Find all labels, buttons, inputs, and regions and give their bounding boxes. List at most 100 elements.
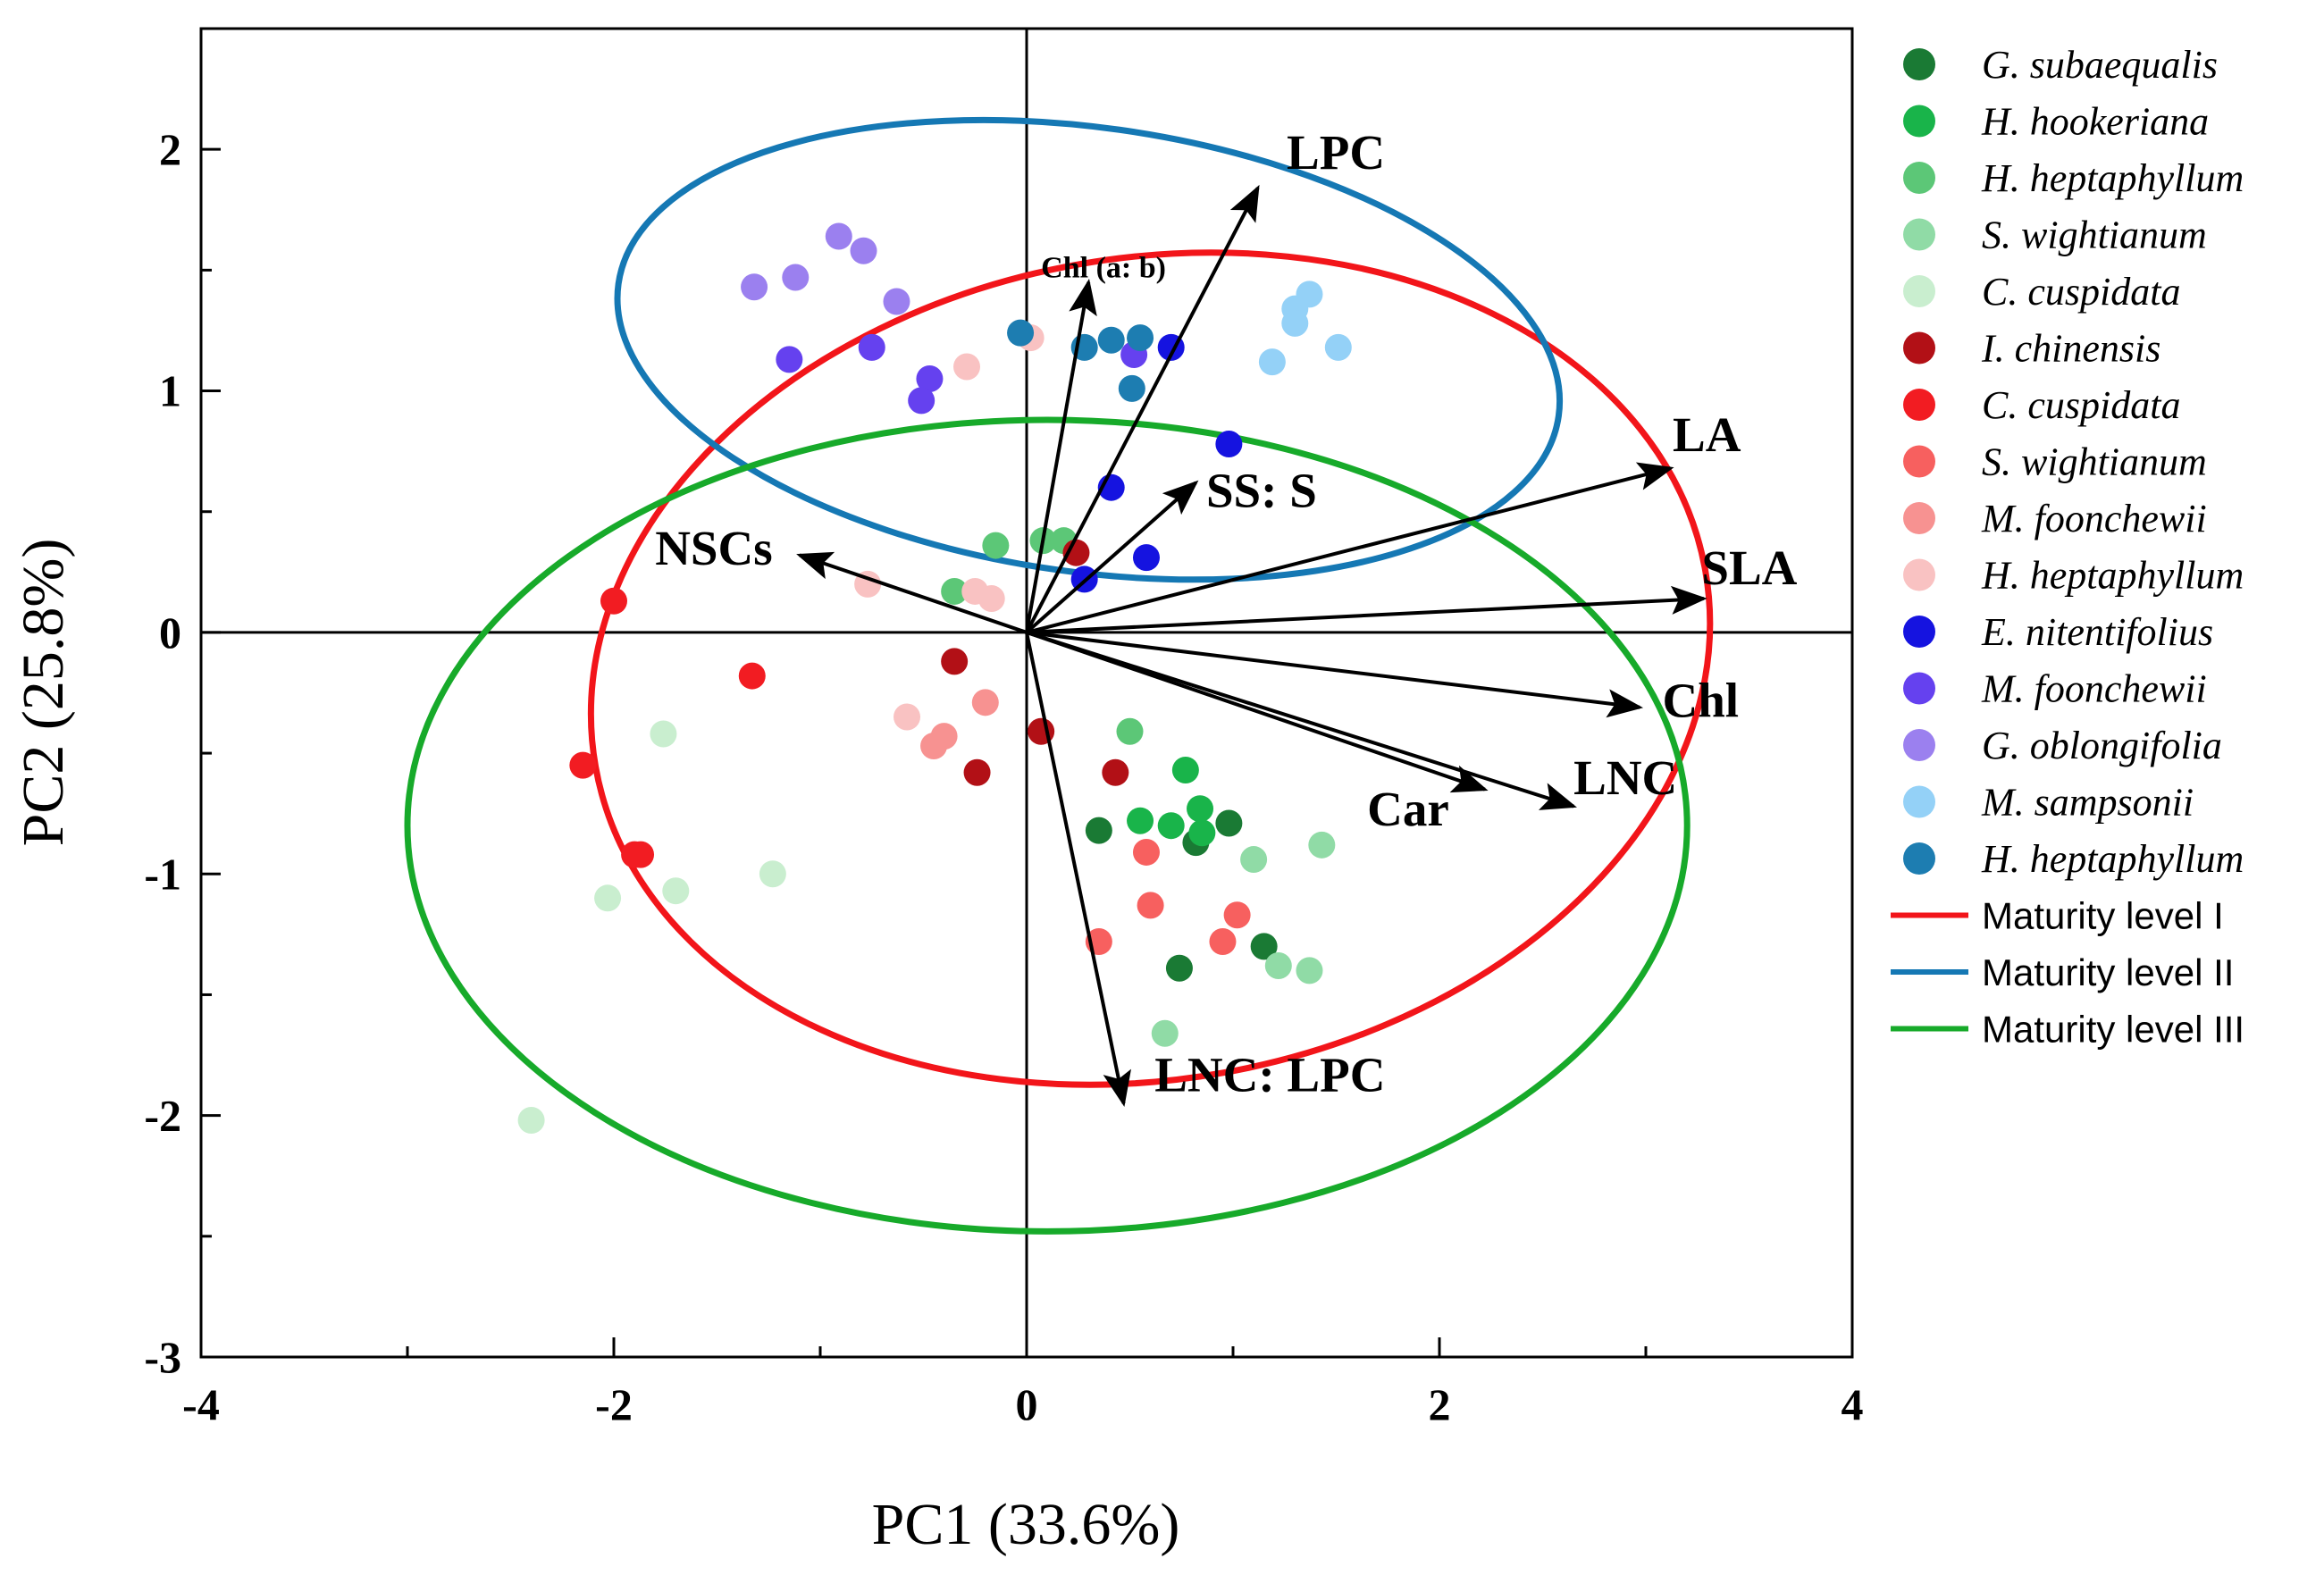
legend-label: H. heptaphyllum bbox=[1981, 554, 2244, 598]
data-point bbox=[1250, 933, 1278, 960]
legend-marker bbox=[1903, 558, 1935, 591]
data-point bbox=[1102, 758, 1129, 786]
data-point bbox=[1296, 957, 1323, 984]
loading-vector bbox=[1025, 632, 1131, 1108]
data-point bbox=[1215, 809, 1243, 837]
data-point bbox=[662, 877, 690, 905]
data-point bbox=[850, 237, 877, 264]
loading-vector bbox=[1025, 184, 1260, 633]
vector-label: Chl bbox=[1662, 674, 1739, 728]
vector-label: LNC bbox=[1573, 750, 1677, 805]
legend-marker bbox=[1903, 389, 1935, 421]
data-point bbox=[759, 860, 786, 888]
legend-marker bbox=[1903, 331, 1935, 364]
legend-label: M. foonchewii bbox=[1981, 667, 2207, 711]
y-axis-title: PC2 (25.8%) bbox=[11, 539, 76, 847]
loading-vector bbox=[1025, 480, 1199, 634]
data-point bbox=[1127, 807, 1154, 834]
data-point bbox=[1127, 324, 1154, 352]
data-point bbox=[825, 222, 852, 250]
data-point bbox=[1264, 952, 1292, 980]
data-point bbox=[776, 346, 803, 373]
legend-label: Maturity level II bbox=[1982, 951, 2234, 993]
legend-marker bbox=[1903, 502, 1935, 534]
data-point bbox=[741, 273, 768, 301]
legend-label: S. wightianum bbox=[1982, 214, 2207, 257]
confidence-ellipse bbox=[404, 416, 1691, 1235]
loading-vector bbox=[1026, 631, 1489, 793]
data-point bbox=[1132, 838, 1160, 866]
data-point bbox=[1118, 374, 1145, 402]
data-point bbox=[883, 288, 910, 315]
legend-marker bbox=[1903, 785, 1935, 818]
data-point bbox=[982, 532, 1010, 559]
data-point bbox=[650, 720, 677, 748]
legend-label: H. heptaphyllum bbox=[1981, 156, 2244, 200]
legend-marker bbox=[1903, 105, 1935, 138]
data-point bbox=[1215, 431, 1243, 458]
data-point bbox=[1258, 348, 1286, 376]
legend-marker bbox=[1903, 218, 1935, 251]
data-point bbox=[963, 758, 991, 786]
legend-label: H. heptaphyllum bbox=[1981, 837, 2244, 881]
x-tick-label: -2 bbox=[595, 1379, 633, 1429]
data-point bbox=[1137, 892, 1164, 919]
y-tick-label: -1 bbox=[144, 849, 181, 899]
y-tick-label: -2 bbox=[144, 1091, 181, 1141]
legend-label: Maturity level I bbox=[1982, 895, 2224, 937]
data-point bbox=[594, 884, 622, 912]
loading-vector bbox=[1026, 630, 1644, 718]
loading-vector bbox=[1025, 278, 1097, 633]
legend-label: I. chinensis bbox=[1981, 327, 2160, 371]
y-tick-label: 1 bbox=[159, 366, 181, 416]
y-tick-label: 2 bbox=[159, 124, 181, 174]
x-tick-label: 2 bbox=[1429, 1379, 1451, 1429]
legend-marker bbox=[1903, 275, 1935, 307]
x-tick-label: 0 bbox=[1016, 1379, 1038, 1429]
confidence-ellipse bbox=[587, 249, 1714, 1088]
legend-marker bbox=[1903, 842, 1935, 875]
loading-vector bbox=[1026, 585, 1707, 634]
legend-marker bbox=[1903, 729, 1935, 761]
legend-label: C. cuspidata bbox=[1982, 270, 2180, 314]
legend-label: G. subaequalis bbox=[1982, 43, 2218, 87]
data-point bbox=[858, 333, 885, 361]
vector-label: SLA bbox=[1701, 540, 1797, 595]
y-tick-label: -3 bbox=[144, 1332, 181, 1382]
legend-marker bbox=[1903, 616, 1935, 648]
x-tick-label: -4 bbox=[182, 1379, 220, 1429]
data-point bbox=[1097, 326, 1125, 354]
data-point bbox=[627, 841, 655, 868]
data-point bbox=[894, 703, 921, 731]
data-point bbox=[1223, 901, 1251, 929]
data-point bbox=[916, 365, 944, 393]
data-point bbox=[1281, 309, 1309, 337]
data-point bbox=[1085, 817, 1112, 844]
legend-label: G. oblongifolia bbox=[1982, 724, 2222, 767]
data-point bbox=[1187, 795, 1214, 823]
data-point bbox=[1324, 333, 1352, 361]
data-point bbox=[738, 662, 766, 690]
vector-label: NSCs bbox=[655, 521, 772, 575]
legend-label: C. cuspidata bbox=[1982, 383, 2180, 427]
vector-label: LPC bbox=[1287, 125, 1385, 180]
x-tick-label: 4 bbox=[1842, 1379, 1864, 1429]
data-point bbox=[517, 1107, 545, 1135]
data-point bbox=[908, 387, 935, 415]
data-point bbox=[1062, 539, 1090, 566]
data-point bbox=[971, 689, 999, 716]
data-point bbox=[920, 732, 948, 759]
legend-marker bbox=[1903, 672, 1935, 705]
data-point bbox=[1157, 812, 1185, 840]
data-point bbox=[1116, 717, 1144, 745]
legend-marker bbox=[1903, 162, 1935, 194]
vector-label: Car bbox=[1367, 782, 1449, 836]
data-point bbox=[977, 585, 1005, 613]
x-axis-title: PC1 (33.6%) bbox=[872, 1492, 1180, 1557]
data-point bbox=[1007, 319, 1035, 347]
legend-label: S. wightianum bbox=[1982, 440, 2207, 484]
vector-label: SS: S bbox=[1206, 463, 1317, 517]
data-point bbox=[1151, 1019, 1179, 1047]
vector-label: Chl (a: b) bbox=[1041, 251, 1166, 284]
